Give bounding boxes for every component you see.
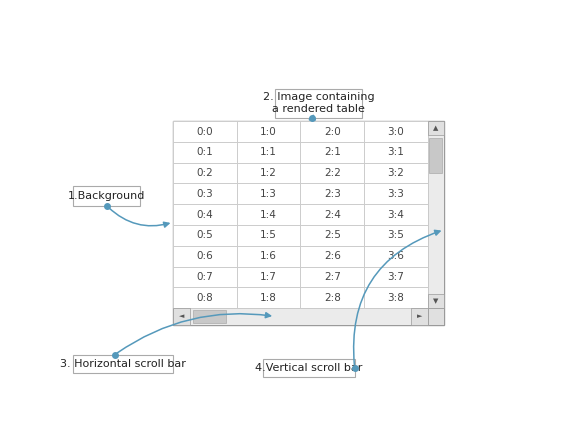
Text: 2:0: 2:0 <box>324 126 341 136</box>
FancyBboxPatch shape <box>73 186 140 206</box>
Text: 2:6: 2:6 <box>324 251 341 261</box>
Text: ▼: ▼ <box>433 298 439 304</box>
Text: 1:8: 1:8 <box>260 293 277 303</box>
Text: 0:4: 0:4 <box>197 210 213 220</box>
Text: 3. Horizontal scroll bar: 3. Horizontal scroll bar <box>60 359 186 369</box>
Text: 3:7: 3:7 <box>387 272 404 282</box>
Text: 1:7: 1:7 <box>260 272 277 282</box>
Text: 1:3: 1:3 <box>260 189 277 199</box>
Text: 0:3: 0:3 <box>197 189 213 199</box>
Text: 1.Background: 1.Background <box>68 191 146 201</box>
Text: 3:2: 3:2 <box>387 168 404 178</box>
FancyBboxPatch shape <box>73 355 173 373</box>
Text: 0:0: 0:0 <box>197 126 213 136</box>
Text: 3:1: 3:1 <box>387 147 404 157</box>
Text: ▲: ▲ <box>433 125 439 131</box>
Text: 3:3: 3:3 <box>387 189 404 199</box>
FancyBboxPatch shape <box>173 121 428 308</box>
Text: 3:6: 3:6 <box>387 251 404 261</box>
FancyBboxPatch shape <box>263 359 355 377</box>
FancyBboxPatch shape <box>193 310 226 323</box>
Text: 2:3: 2:3 <box>324 189 341 199</box>
Text: 3:8: 3:8 <box>387 293 404 303</box>
Text: 0:2: 0:2 <box>197 168 213 178</box>
Text: 2:2: 2:2 <box>324 168 341 178</box>
Text: 0:1: 0:1 <box>197 147 213 157</box>
FancyBboxPatch shape <box>428 121 444 308</box>
Text: 1:4: 1:4 <box>260 210 277 220</box>
Text: 2. Image containing
a rendered table: 2. Image containing a rendered table <box>263 92 374 114</box>
Text: 1:6: 1:6 <box>260 251 277 261</box>
Text: 3:0: 3:0 <box>387 126 404 136</box>
Text: 0:6: 0:6 <box>197 251 213 261</box>
FancyBboxPatch shape <box>173 121 444 325</box>
Text: 1:2: 1:2 <box>260 168 277 178</box>
FancyBboxPatch shape <box>429 138 443 173</box>
Text: 3:4: 3:4 <box>387 210 404 220</box>
Text: 1:0: 1:0 <box>260 126 277 136</box>
Text: 4.Vertical scroll bar: 4.Vertical scroll bar <box>255 362 363 373</box>
FancyBboxPatch shape <box>275 89 363 118</box>
Text: 2:5: 2:5 <box>324 230 341 240</box>
Text: 3:5: 3:5 <box>387 230 404 240</box>
Text: 2:7: 2:7 <box>324 272 341 282</box>
Text: ►: ► <box>417 313 422 319</box>
FancyBboxPatch shape <box>428 121 444 135</box>
FancyBboxPatch shape <box>411 308 428 325</box>
Text: 1:5: 1:5 <box>260 230 277 240</box>
Text: ◄: ◄ <box>179 313 184 319</box>
Text: 2:8: 2:8 <box>324 293 341 303</box>
FancyBboxPatch shape <box>173 308 428 325</box>
FancyBboxPatch shape <box>173 308 190 325</box>
FancyBboxPatch shape <box>428 308 444 325</box>
Text: 0:5: 0:5 <box>197 230 213 240</box>
Text: 2:1: 2:1 <box>324 147 341 157</box>
Text: 0:7: 0:7 <box>197 272 213 282</box>
FancyBboxPatch shape <box>428 294 444 308</box>
Text: 0:8: 0:8 <box>197 293 213 303</box>
Text: 1:1: 1:1 <box>260 147 277 157</box>
Text: 2:4: 2:4 <box>324 210 341 220</box>
